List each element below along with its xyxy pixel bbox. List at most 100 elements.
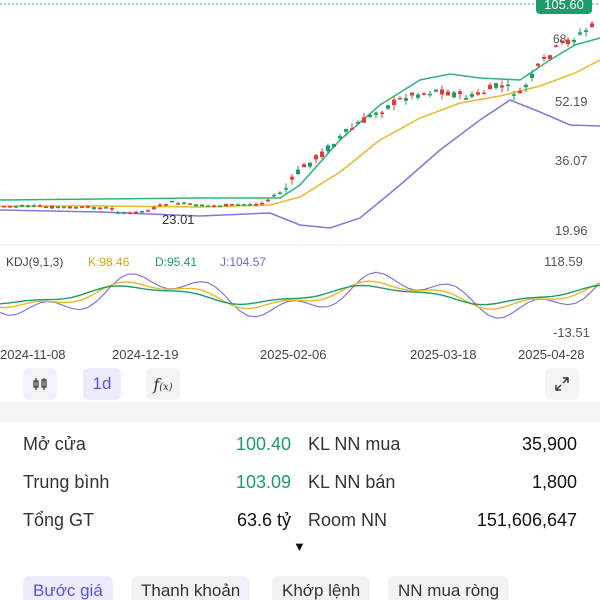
- candle-body: [506, 84, 510, 87]
- kdj-label: KDJ(9,1,3): [6, 255, 63, 269]
- candle-body: [68, 206, 72, 209]
- candle-body: [32, 205, 36, 207]
- tab-matched-orders[interactable]: Khớp lệnh: [272, 576, 371, 600]
- interval-label: 1d: [92, 374, 112, 393]
- candle-body: [86, 206, 90, 208]
- candle-body: [50, 205, 54, 209]
- tab-price-step[interactable]: Bước giá: [23, 576, 113, 600]
- candle-body: [80, 206, 84, 208]
- section-divider: [0, 402, 600, 422]
- price-axis-label: 19.96: [555, 223, 588, 238]
- date-label: 2024-11-08: [0, 347, 66, 362]
- candle-body: [536, 63, 540, 66]
- candle-body: [416, 94, 420, 98]
- candle-body: [170, 200, 174, 203]
- candle-body: [296, 169, 300, 175]
- candle-body: [344, 129, 348, 132]
- tab-foreign-net-buy[interactable]: NN mua ròng: [388, 576, 510, 600]
- kdj-d-value: D:95.41: [155, 255, 197, 269]
- total-value: 63.6 tỷ: [236, 510, 291, 530]
- tab-liquidity[interactable]: Thanh khoản: [131, 576, 251, 600]
- candle-body: [104, 207, 108, 209]
- interval-1d-button[interactable]: 1d: [83, 368, 121, 400]
- candle-body: [350, 128, 354, 130]
- candle-body: [272, 194, 276, 197]
- open-value: 100.40: [235, 434, 291, 454]
- open-label: Mở cửa: [23, 434, 86, 454]
- lower-band: [0, 99, 600, 229]
- candle-body: [380, 112, 384, 114]
- candle-body: [440, 89, 444, 95]
- chart-toolbar: 1d f(x): [0, 366, 600, 404]
- candle-body: [2, 206, 6, 208]
- candle-body: [302, 164, 306, 168]
- candle-body: [560, 40, 564, 43]
- candle-body: [278, 192, 282, 194]
- candle-body: [110, 208, 114, 210]
- average-value: 103.09: [235, 472, 291, 492]
- low-price-marker: 23.01: [162, 212, 195, 227]
- candle-body: [224, 203, 228, 207]
- date-label: 2025-04-28: [518, 347, 585, 362]
- candle-body: [248, 204, 252, 206]
- date-label: 2025-02-06: [260, 347, 327, 362]
- average-label: Trung bình: [23, 472, 110, 492]
- candle-body: [446, 91, 450, 96]
- candle-body: [362, 117, 366, 123]
- candle-body: [74, 207, 78, 209]
- candle-body: [500, 85, 504, 88]
- candle-body: [218, 205, 222, 208]
- candle-body: [452, 92, 456, 98]
- candle-body: [92, 207, 96, 210]
- candle-body: [488, 84, 492, 90]
- price-badge: [536, 0, 592, 14]
- chart-canvas[interactable]: 105.60 68 52.19 36.07 19.96 23.01 KDJ(9,…: [0, 0, 600, 370]
- candle-body: [8, 206, 12, 208]
- expand-stats-arrow[interactable]: ▼: [293, 539, 306, 554]
- candle-body: [206, 205, 210, 207]
- price-chart[interactable]: 105.60 68 52.19 36.07 19.96 23.01 KDJ(9,…: [0, 0, 600, 370]
- candle-body: [566, 39, 570, 45]
- candle-body: [176, 203, 180, 205]
- bollinger-bands: [0, 37, 600, 229]
- candle-body: [542, 57, 546, 59]
- candle-body: [62, 206, 66, 209]
- candle-body: [158, 204, 162, 207]
- expand-button[interactable]: [545, 368, 579, 400]
- candle-body: [326, 145, 330, 152]
- candle-body: [548, 55, 552, 59]
- candle-body: [410, 92, 414, 96]
- price-axis-label: 36.07: [555, 153, 588, 168]
- kdj-k-value: K:98.46: [88, 255, 130, 269]
- candle-body: [56, 206, 60, 209]
- candle-body: [14, 206, 18, 208]
- candle-body: [482, 92, 486, 95]
- candle-body: [470, 94, 474, 97]
- foreign-buy-label: KL NN mua: [308, 434, 401, 454]
- candlestick-icon: [32, 376, 48, 392]
- candle-body: [212, 205, 216, 207]
- candle-body: [374, 112, 378, 115]
- candle-body: [476, 92, 480, 95]
- candle-body: [134, 211, 138, 214]
- candle-body: [194, 204, 198, 207]
- candle-body: [398, 97, 402, 100]
- candle-body: [524, 84, 528, 88]
- price-axis-partial: 68: [553, 32, 567, 46]
- candle-body: [188, 203, 192, 205]
- candle-body: [392, 99, 396, 106]
- candle-body: [260, 202, 264, 205]
- candlestick-button[interactable]: [23, 368, 57, 400]
- candle-body: [122, 212, 126, 214]
- stat-row: Mở cửa 100.40 KL NN mua 35,900: [0, 434, 600, 460]
- kdj-j-line: [0, 271, 600, 319]
- candle-body: [236, 204, 240, 206]
- candle-body: [266, 199, 270, 202]
- upper-band: [0, 37, 600, 201]
- fx-icon: f(x): [153, 374, 173, 394]
- candle-body: [44, 206, 48, 209]
- indicator-button[interactable]: f(x): [146, 368, 180, 400]
- candle-body: [494, 83, 498, 88]
- candle-body: [164, 204, 168, 206]
- candle-body: [338, 136, 342, 139]
